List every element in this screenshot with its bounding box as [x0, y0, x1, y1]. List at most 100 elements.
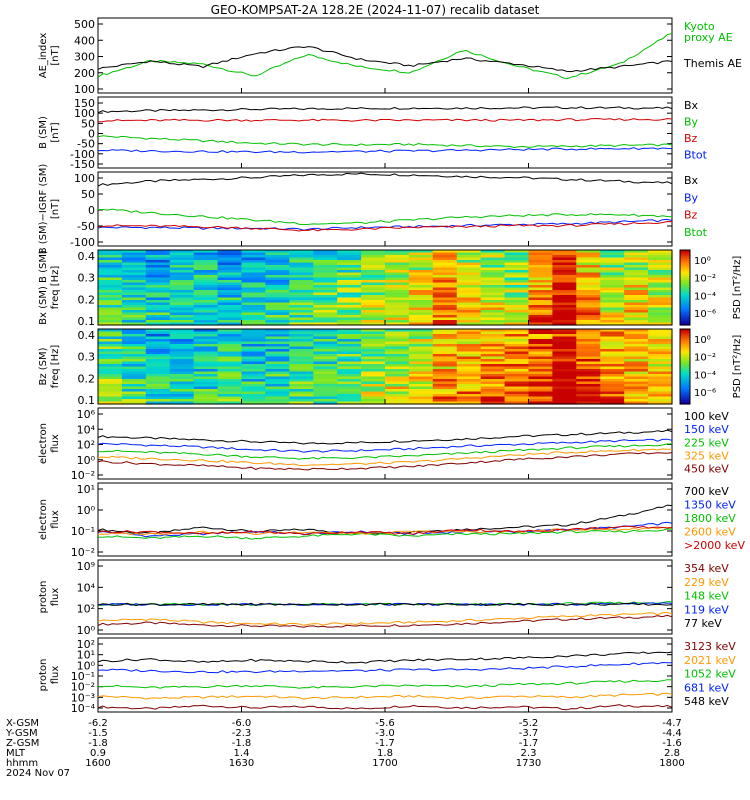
heatmap-cell	[385, 285, 410, 289]
heatmap-cell	[169, 297, 195, 301]
heatmap-cell	[193, 349, 219, 353]
heatmap-cell	[145, 384, 171, 388]
heatmap-cell	[98, 307, 123, 311]
heatmap-cell	[480, 277, 506, 281]
heatmap-cell	[600, 315, 625, 319]
heatmap-cell	[408, 317, 434, 321]
heatmap-cell	[480, 290, 506, 294]
heatmap-cell	[600, 386, 625, 390]
heatmap-cell	[432, 285, 458, 289]
heatmap-cell	[600, 384, 625, 388]
heatmap-cell	[289, 305, 314, 309]
heatmap-cell	[408, 391, 434, 395]
heatmap-cell	[456, 341, 482, 345]
heatmap-cell	[313, 302, 338, 306]
heatmap-cell	[337, 322, 362, 326]
y-tick-label: 0.3	[78, 351, 96, 364]
heatmap-cell	[289, 394, 314, 398]
heatmap-cell	[337, 401, 362, 405]
heatmap-cell	[385, 252, 410, 256]
heatmap-cell	[217, 285, 243, 289]
heatmap-cell	[624, 344, 649, 348]
panel-frame	[97, 17, 673, 94]
heatmap-cell	[480, 396, 506, 400]
heatmap-cell	[648, 384, 673, 388]
heatmap-cell	[121, 250, 147, 254]
heatmap-cell	[432, 371, 458, 375]
heatmap-cell	[648, 339, 673, 343]
heatmap-cell	[361, 257, 386, 261]
heatmap-cell	[337, 331, 362, 335]
heatmap-cell	[552, 329, 577, 333]
heatmap-cell	[504, 361, 530, 365]
heatmap-cell	[241, 401, 266, 405]
heatmap-cell	[648, 386, 673, 390]
heatmap-cell	[480, 399, 506, 403]
heatmap-cell	[480, 351, 506, 355]
panel-frame	[97, 637, 673, 713]
heatmap-cell	[385, 320, 410, 324]
heatmap-cell	[121, 386, 147, 390]
heatmap-cell	[408, 344, 434, 348]
heatmap-cell	[552, 401, 577, 405]
heatmap-cell	[528, 356, 553, 360]
heatmap-cell	[121, 265, 147, 269]
heatmap-cell	[121, 275, 147, 279]
heatmap-cell	[169, 310, 195, 314]
heatmap-cell	[385, 391, 410, 395]
colorbar-cell	[680, 278, 690, 281]
heatmap-cell	[624, 305, 649, 309]
heatmap-cell	[241, 356, 266, 360]
heatmap-cell	[528, 277, 553, 281]
heatmap-cell	[337, 349, 362, 353]
heatmap-cell	[169, 275, 195, 279]
legend-entry: 225 keV	[684, 436, 729, 449]
heatmap-cell	[169, 389, 195, 393]
heatmap-cell	[337, 371, 362, 375]
heatmap-cell	[265, 331, 290, 335]
heatmap-cell	[217, 389, 243, 393]
heatmap-cell	[241, 265, 266, 269]
heatmap-cell	[552, 285, 577, 289]
heatmap-cell	[600, 262, 625, 266]
heatmap-cell	[576, 270, 601, 274]
heatmap-cell	[121, 300, 147, 304]
heatmap-cell	[528, 339, 553, 343]
heatmap-cell	[624, 349, 649, 353]
heatmap-cell	[217, 282, 243, 286]
heatmap-cell	[241, 336, 266, 340]
heatmap-cell	[552, 339, 577, 343]
heatmap-cell	[289, 257, 314, 261]
heatmap-cell	[193, 252, 219, 256]
heatmap-cell	[552, 260, 577, 264]
heatmap-cell	[432, 394, 458, 398]
heatmap-cell	[456, 310, 482, 314]
heatmap-cell	[241, 277, 266, 281]
colorbar-cell	[680, 298, 690, 302]
heatmap-cell	[408, 282, 434, 286]
heatmap-cell	[600, 275, 625, 279]
heatmap-cell	[456, 379, 482, 383]
heatmap-cell	[217, 396, 243, 400]
heatmap-cell	[456, 366, 482, 370]
ephem-value: 2.8	[664, 748, 680, 759]
heatmap-cell	[480, 356, 506, 360]
legend-entry: 3123 keV	[684, 640, 736, 653]
heatmap-cell	[408, 297, 434, 301]
heatmap-cell	[385, 394, 410, 398]
heatmap-cell	[265, 297, 290, 301]
legend-entry: 548 keV	[684, 695, 729, 708]
heatmap-cell	[480, 376, 506, 380]
heatmap-cell	[361, 331, 386, 335]
heatmap-cell	[121, 339, 147, 343]
heatmap-cell	[313, 381, 338, 385]
heatmap-cell	[480, 307, 506, 311]
heatmap-cell	[313, 250, 338, 254]
heatmap-cell	[121, 354, 147, 358]
heatmap-cell	[121, 297, 147, 301]
heatmap-cell	[504, 396, 530, 400]
heatmap-cell	[624, 371, 649, 375]
heatmap-cell	[552, 384, 577, 388]
colorbar-cell	[680, 342, 690, 345]
y-tick-label: 0.4	[78, 250, 96, 263]
